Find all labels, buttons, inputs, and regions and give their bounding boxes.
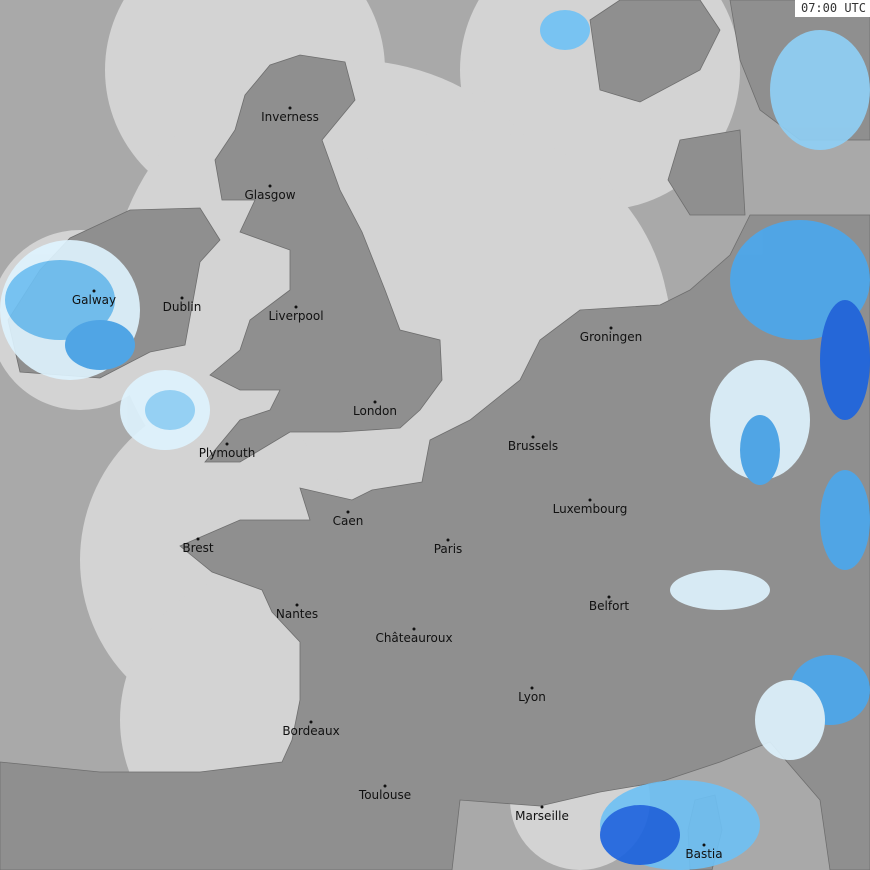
city-marker [531,435,535,439]
city-marker [268,184,272,188]
city-marker [196,537,200,541]
city-marker [373,400,377,404]
city-marker [702,843,706,847]
city-label: London [353,404,397,418]
city-label: Luxembourg [552,502,628,516]
city-marker [609,326,613,330]
city-label: Brest [182,541,214,555]
city-label: Glasgow [244,188,296,202]
city-label: Galway [71,293,117,307]
city-label: Châteauroux [375,631,453,645]
great-britain [204,54,443,463]
city-marker [446,538,450,542]
city-marker [225,442,229,446]
city-label: Marseille [515,809,569,823]
city-label: Liverpool [268,309,324,323]
city-label: Belfort [588,599,630,613]
city-marker [588,498,592,502]
city-label: Bastia [685,847,723,861]
city-marker [295,603,299,607]
city-label: Lyon [518,690,546,704]
rain-echoes [0,10,870,870]
city-label: Brussels [507,439,559,453]
city-marker [92,289,96,293]
city-label: Caen [332,514,364,528]
city-label: Inverness [261,110,319,124]
city-label: Groningen [579,330,643,344]
city-marker [180,296,184,300]
scandinavia-norway [589,0,721,103]
city-marker [530,686,534,690]
city-marker [294,305,298,309]
city-label: Toulouse [358,788,412,802]
city-marker [288,106,292,110]
city-marker [412,627,416,631]
city-label: Nantes [275,607,319,621]
timestamp: 07:00 UTC [794,0,870,17]
city-marker [540,805,544,809]
city-label: Plymouth [198,446,256,460]
city-marker [607,595,611,599]
city-marker [346,510,350,514]
denmark [667,129,746,216]
continent [0,214,870,870]
city-label: Bordeaux [282,724,340,738]
city-marker [309,720,313,724]
city-marker [383,784,387,788]
city-label: Dublin [162,300,202,314]
city-label: Paris [433,542,463,556]
